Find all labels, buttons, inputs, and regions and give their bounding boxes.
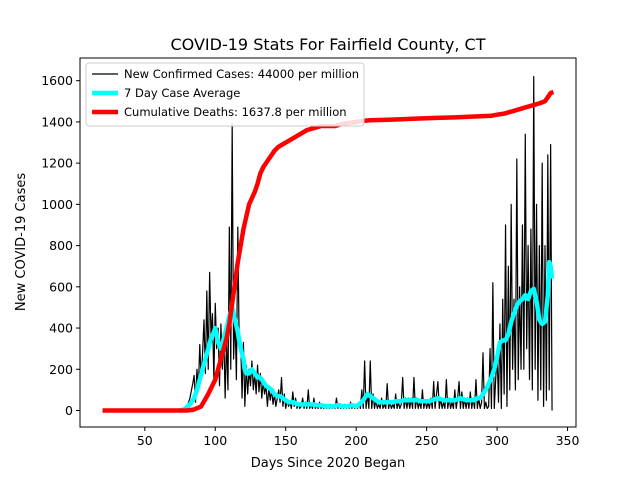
y-tick-label: 200 bbox=[49, 362, 73, 377]
series-line-1 bbox=[178, 259, 555, 413]
legend-label-7-day-average: 7 Day Case Average bbox=[124, 86, 240, 100]
y-axis: 0 200 400 600 800 1000 1200 1400 1600 bbox=[41, 73, 80, 418]
x-tick-label: 300 bbox=[485, 433, 509, 448]
y-tick-label: 0 bbox=[65, 403, 73, 418]
x-tick-label: 200 bbox=[344, 433, 368, 448]
x-tick-label: 250 bbox=[415, 433, 439, 448]
y-tick-label: 1400 bbox=[41, 114, 73, 129]
legend-box bbox=[85, 62, 365, 127]
plot-frame bbox=[79, 57, 577, 428]
x-axis-label: Days Since 2020 Began bbox=[251, 456, 406, 471]
x-axis: 50 100 150 200 250 300 350 bbox=[137, 427, 580, 448]
y-tick-label: 400 bbox=[49, 321, 73, 336]
x-tick-label: 350 bbox=[556, 433, 580, 448]
y-tick-label: 800 bbox=[49, 238, 73, 253]
x-tick-label: 50 bbox=[137, 433, 153, 448]
chart-title: COVID-19 Stats For Fairfield County, CT bbox=[171, 35, 486, 54]
series-line-2 bbox=[102, 89, 555, 413]
y-tick-label: 600 bbox=[49, 279, 73, 294]
y-axis-label: New COVID-19 Cases bbox=[14, 173, 29, 311]
plot-lines bbox=[102, 75, 555, 413]
legend-label-new-cases: New Confirmed Cases: 44000 per million bbox=[124, 67, 359, 81]
y-tick-label: 1200 bbox=[41, 156, 73, 171]
legend-label-cumulative-deaths: Cumulative Deaths: 1637.8 per million bbox=[124, 105, 347, 119]
x-tick-label: 100 bbox=[203, 433, 227, 448]
x-tick-label: 150 bbox=[274, 433, 298, 448]
legend: New Confirmed Cases: 44000 per million 7… bbox=[85, 62, 365, 127]
y-tick-label: 1600 bbox=[41, 73, 73, 88]
y-tick-label: 1000 bbox=[41, 197, 73, 212]
